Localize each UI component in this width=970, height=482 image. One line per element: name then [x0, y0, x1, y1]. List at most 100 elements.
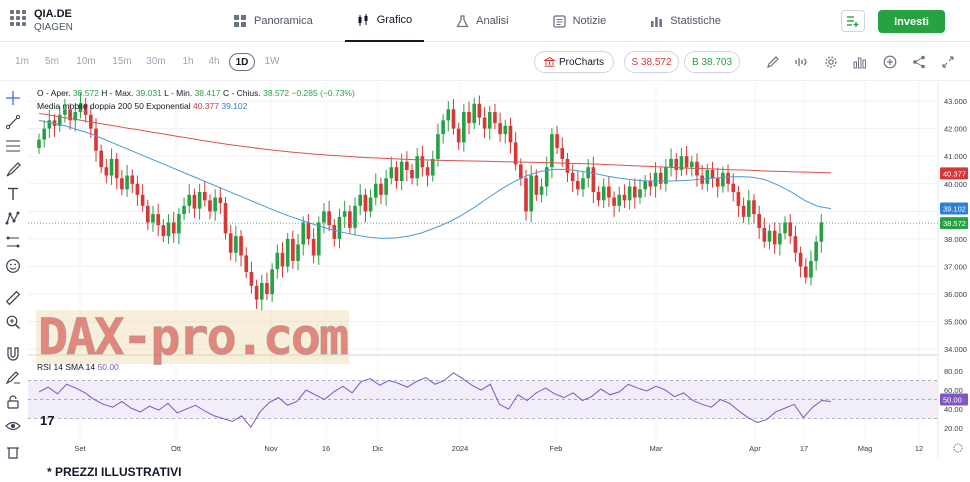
candle-body: [78, 103, 83, 113]
tab-grafico[interactable]: Grafico: [344, 0, 425, 42]
axis-settings-icon[interactable]: [953, 443, 963, 453]
buy-button[interactable]: B 38.703: [684, 51, 740, 73]
candle-body: [73, 112, 78, 121]
indicators-icon[interactable]: [795, 55, 809, 69]
brush-icon[interactable]: [5, 162, 21, 178]
candle-body: [648, 181, 653, 187]
fib-lines-icon[interactable]: [5, 138, 21, 154]
candle-body: [280, 252, 285, 267]
candle-body: [259, 283, 264, 300]
time-tick-label: 12: [915, 444, 923, 453]
price-tick-label: 35.000: [944, 318, 967, 327]
timeframe-5m[interactable]: 5m: [45, 56, 59, 67]
emoji-icon[interactable]: [5, 258, 21, 274]
candle-body: [177, 214, 181, 234]
timeframe-1h[interactable]: 1h: [182, 56, 194, 67]
candle-body: [705, 169, 710, 184]
candle-body: [322, 211, 326, 223]
candle-body: [534, 175, 539, 195]
trash-icon[interactable]: [5, 444, 21, 460]
candle-body: [627, 186, 632, 201]
gear-icon[interactable]: [824, 55, 838, 69]
timeframe-1w[interactable]: 1W: [264, 56, 280, 67]
price-tick-label: 41.000: [944, 152, 967, 161]
candle-body: [135, 183, 140, 195]
share-icon[interactable]: [912, 55, 926, 69]
candle-body: [632, 186, 637, 198]
timeframe-15m[interactable]: 15m: [112, 56, 132, 67]
candle-body: [581, 178, 585, 190]
candle-body: [664, 167, 668, 184]
candle-body: [622, 194, 627, 201]
time-tick-label: 16: [322, 444, 330, 453]
candle-body: [539, 186, 544, 195]
bank-icon: [543, 57, 555, 67]
low-value: 38.417: [194, 88, 221, 98]
candle-body: [456, 128, 461, 143]
candle-body: [809, 260, 813, 278]
candle-body: [477, 103, 482, 118]
timeframe-10m[interactable]: 10m: [76, 56, 96, 67]
watermark: DAX-pro.com: [36, 308, 350, 366]
rsi-tick-label: 60.00: [944, 386, 963, 395]
zoom-icon[interactable]: [5, 314, 21, 330]
invest-button[interactable]: Investi: [878, 10, 945, 33]
eye-icon[interactable]: [5, 418, 21, 434]
candle-body: [306, 222, 311, 239]
candle-body: [684, 156, 689, 168]
pencil-icon[interactable]: [766, 55, 780, 69]
timeframe-1m[interactable]: 1m: [15, 56, 29, 67]
fullscreen-icon[interactable]: [941, 55, 955, 69]
draw-lock-icon[interactable]: [5, 370, 21, 386]
candle-body: [296, 244, 300, 261]
candle-body: [301, 222, 306, 245]
price-badge-label: 40.377: [943, 169, 966, 178]
candle-body: [208, 200, 212, 212]
time-tick-label: Feb: [550, 444, 563, 453]
price-chart[interactable]: 43.00042.00041.00040.00039.00038.00037.0…: [28, 82, 970, 458]
rsi-badge-label: 50.00: [943, 396, 962, 405]
lock-icon[interactable]: [5, 394, 21, 410]
candle-body: [270, 269, 274, 295]
news-icon: [552, 14, 566, 28]
tab-panoramica[interactable]: Panoramica: [222, 0, 325, 42]
candle-body: [778, 233, 782, 245]
candle-body: [140, 194, 145, 206]
pattern-icon[interactable]: [5, 210, 21, 226]
ruler-icon[interactable]: [5, 290, 21, 306]
candle-body: [441, 120, 445, 135]
time-tick-label: Dic: [373, 444, 384, 453]
time-tick-label: Apr: [749, 444, 761, 453]
candle-body: [192, 194, 197, 209]
timeframe-30m[interactable]: 30m: [146, 56, 166, 67]
candle-body: [130, 175, 135, 184]
sell-button[interactable]: S 38.572: [624, 51, 679, 73]
timeframe-4h[interactable]: 4h: [208, 56, 220, 67]
candle-body: [265, 283, 269, 295]
price-tick-label: 42.000: [944, 125, 967, 134]
price-tick-label: 38.000: [944, 235, 967, 244]
timeframe-1d[interactable]: 1D: [229, 53, 255, 71]
candle-body: [544, 167, 549, 187]
tab-statistiche[interactable]: Statistiche: [638, 0, 733, 42]
candle-body: [741, 205, 746, 217]
time-tick-label: Ott: [171, 444, 182, 453]
candle-body: [612, 197, 616, 206]
measure-icon[interactable]: [5, 234, 21, 250]
price-tick-label: 34.000: [944, 345, 967, 354]
add-circle-icon[interactable]: [883, 55, 897, 69]
ma50-line: [38, 119, 832, 239]
candle-body: [342, 211, 347, 217]
candle-body: [218, 197, 223, 204]
tab-notizie[interactable]: Notizie: [541, 0, 619, 42]
magnet-icon[interactable]: [5, 346, 21, 362]
candle-body: [384, 178, 388, 195]
procharts-button[interactable]: ProCharts: [534, 51, 614, 73]
chart-type-icon[interactable]: [853, 55, 867, 69]
watchlist-add-button[interactable]: [841, 10, 865, 32]
text-tool-icon[interactable]: [5, 186, 21, 202]
crosshair-icon[interactable]: [5, 90, 21, 106]
tab-label: Statistiche: [670, 15, 721, 27]
tab-analisi[interactable]: Analisi: [444, 0, 520, 42]
trendline-icon[interactable]: [5, 114, 21, 130]
